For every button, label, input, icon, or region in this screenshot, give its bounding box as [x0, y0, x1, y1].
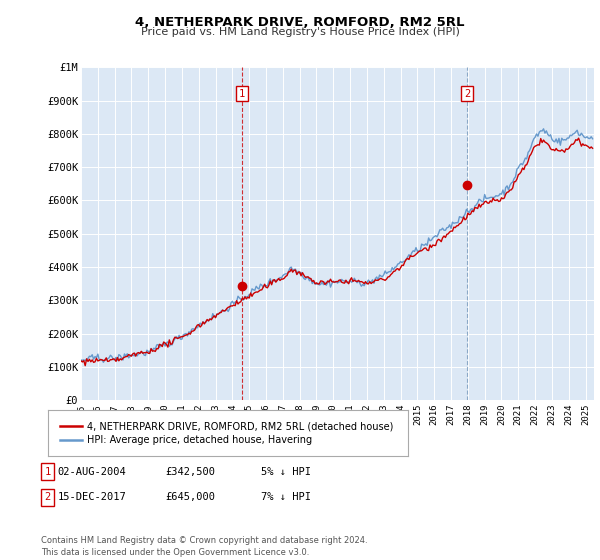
- Text: 2: 2: [464, 89, 470, 99]
- Text: 4, NETHERPARK DRIVE, ROMFORD, RM2 5RL: 4, NETHERPARK DRIVE, ROMFORD, RM2 5RL: [135, 16, 465, 29]
- Text: 15-DEC-2017: 15-DEC-2017: [58, 492, 127, 502]
- Text: 5% ↓ HPI: 5% ↓ HPI: [261, 466, 311, 477]
- Text: 1: 1: [44, 466, 50, 477]
- Text: £645,000: £645,000: [165, 492, 215, 502]
- Text: 02-AUG-2004: 02-AUG-2004: [58, 466, 127, 477]
- Legend: 4, NETHERPARK DRIVE, ROMFORD, RM2 5RL (detached house), HPI: Average price, deta: 4, NETHERPARK DRIVE, ROMFORD, RM2 5RL (d…: [56, 418, 397, 449]
- Text: £342,500: £342,500: [165, 466, 215, 477]
- Text: Contains HM Land Registry data © Crown copyright and database right 2024.
This d: Contains HM Land Registry data © Crown c…: [41, 536, 367, 557]
- Text: Price paid vs. HM Land Registry's House Price Index (HPI): Price paid vs. HM Land Registry's House …: [140, 27, 460, 37]
- Text: 7% ↓ HPI: 7% ↓ HPI: [261, 492, 311, 502]
- Text: 2: 2: [44, 492, 50, 502]
- Text: 1: 1: [239, 89, 245, 99]
